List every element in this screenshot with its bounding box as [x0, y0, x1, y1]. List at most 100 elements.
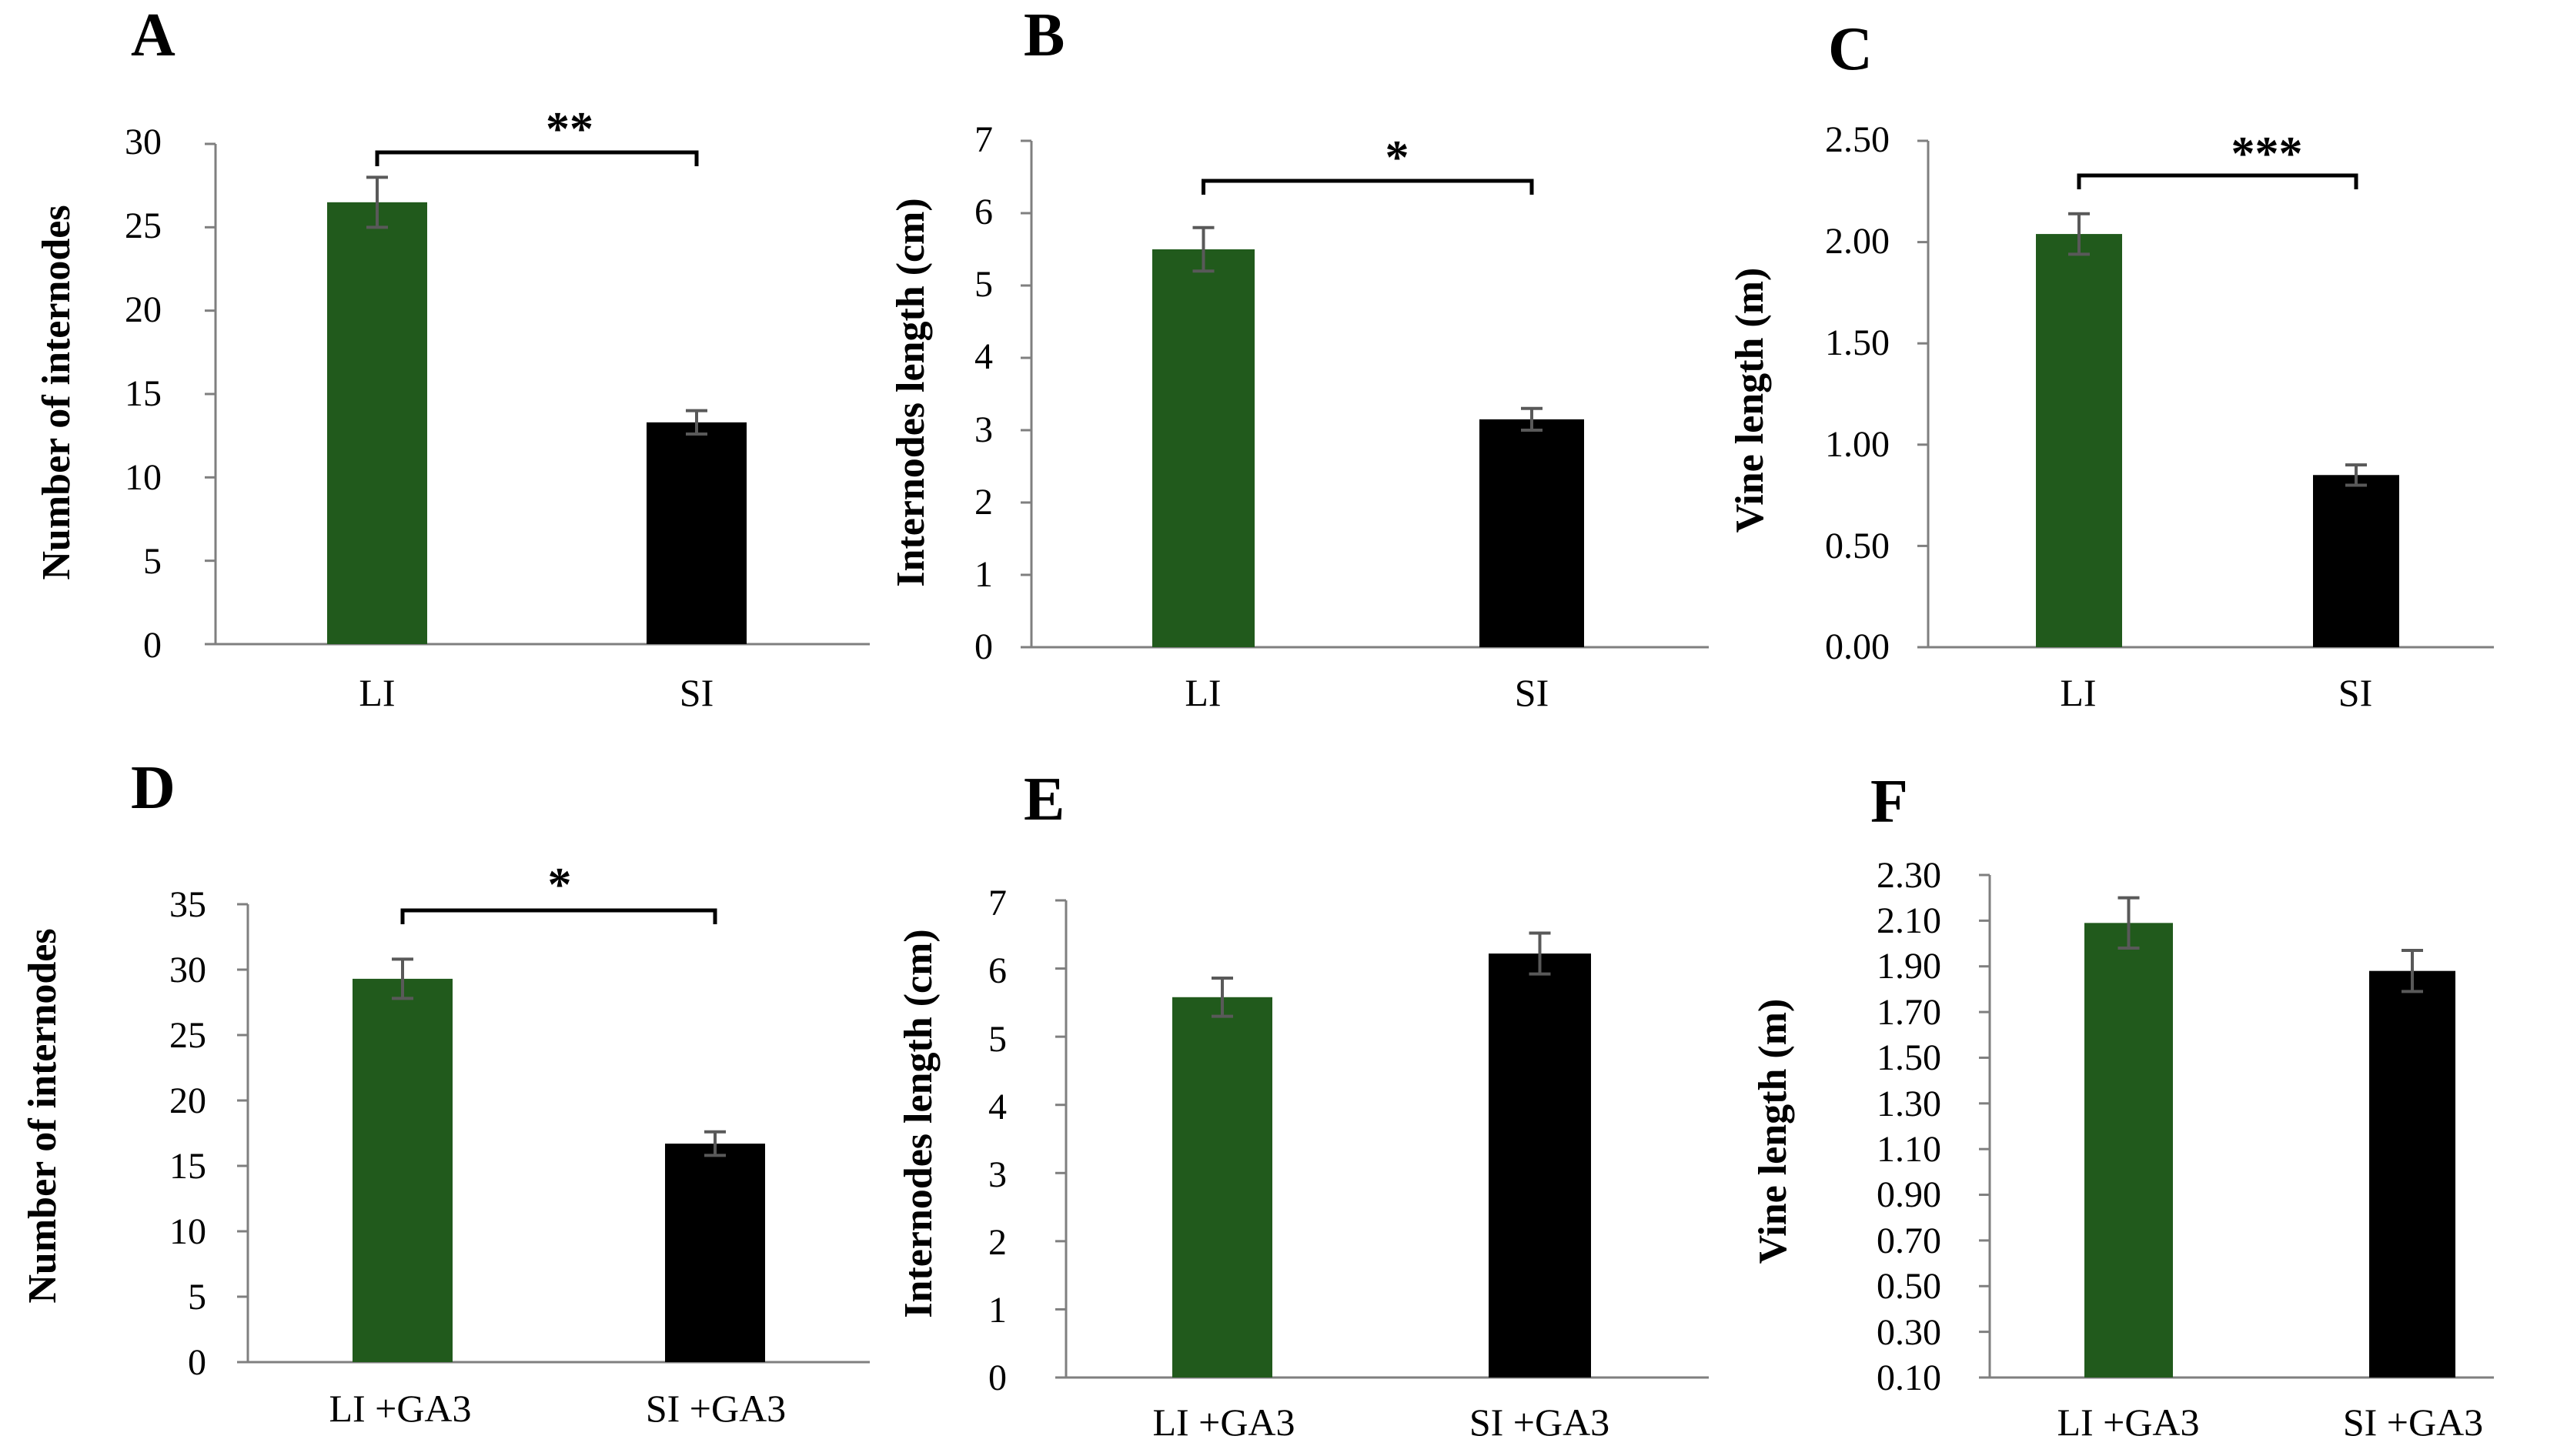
y-tick-label: 25 [169, 1015, 206, 1056]
y-tick-label: 1.70 [1877, 992, 1941, 1033]
y-tick-label: 5 [143, 541, 162, 582]
y-axis-title: Internodes length (cm) [889, 198, 933, 587]
significance-label: * [1385, 132, 1409, 184]
y-tick-label: 3 [988, 1154, 1007, 1195]
y-tick-label: 0.30 [1877, 1312, 1941, 1353]
y-tick-label: 10 [125, 457, 162, 498]
y-tick-label: 20 [169, 1080, 206, 1121]
y-tick-label: 6 [988, 950, 1007, 991]
y-tick-label: 4 [988, 1087, 1007, 1127]
significance-label: * [548, 859, 572, 911]
y-tick-label: 1.50 [1825, 322, 1890, 363]
y-tick-label: 0.50 [1825, 526, 1890, 566]
y-tick-label: 2 [974, 482, 993, 523]
y-tick-label: 2.50 [1825, 119, 1890, 160]
panel-letter: B [1024, 2, 1065, 69]
bar [1152, 249, 1255, 647]
y-tick-label: 6 [974, 192, 993, 232]
x-category-label: SI [680, 671, 714, 714]
y-tick-label: 15 [169, 1146, 206, 1187]
significance-label: ** [546, 103, 593, 155]
y-axis-title: Vine length (m) [1728, 268, 1772, 533]
y-tick-label: 1.90 [1877, 946, 1941, 987]
significance-bracket [375, 150, 699, 166]
bar [353, 978, 453, 1362]
y-tick-label: 3 [974, 409, 993, 450]
bar [2036, 234, 2122, 647]
y-tick-label: 0 [988, 1357, 1007, 1398]
x-category-label: SI [1515, 671, 1549, 714]
y-tick-label: 4 [974, 336, 993, 377]
y-tick-label: 0 [974, 626, 993, 667]
y-tick-label: 25 [125, 205, 162, 246]
x-category-label: LI [1185, 671, 1221, 714]
y-tick-label: 2 [988, 1222, 1007, 1263]
panel-b: B Internodes length (cm) 0 1 2 3 4 5 6 7… [889, 2, 1709, 714]
y-tick-label: 0.50 [1877, 1266, 1941, 1307]
panel-letter: A [131, 2, 175, 69]
bar [2313, 475, 2399, 647]
y-tick-label: 5 [988, 1019, 1007, 1060]
y-tick-label: 30 [125, 122, 162, 162]
bar [1489, 953, 1591, 1378]
panel-c: C Vine length (m) 0.00 0.50 1.00 1.50 2.… [1728, 15, 2494, 714]
y-tick-label: 2.30 [1877, 855, 1941, 896]
y-tick-label: 15 [125, 373, 162, 414]
y-tick-label: 1.30 [1877, 1084, 1941, 1124]
bar [665, 1144, 765, 1362]
significance-bracket [400, 908, 717, 924]
panel-e: E Internodes length (cm) 0 1 2 3 4 5 6 7… [897, 766, 1709, 1444]
y-tick-label: 10 [169, 1211, 206, 1252]
y-tick-label: 1 [988, 1290, 1007, 1331]
y-tick-label: 20 [125, 289, 162, 330]
panel-letter: D [131, 754, 175, 822]
y-tick-label: 5 [188, 1277, 206, 1317]
x-category-label: LI [2060, 671, 2096, 714]
y-tick-label: 7 [974, 119, 993, 160]
panel-a: A Number of internodes 0 5 10 15 20 25 3… [35, 2, 870, 714]
bar [2369, 970, 2455, 1378]
bar [2084, 923, 2173, 1378]
y-axis-title: Vine length (m) [1751, 999, 1795, 1264]
y-tick-label: 1.10 [1877, 1129, 1941, 1170]
y-tick-label: 2.10 [1877, 900, 1941, 941]
panel-letter: E [1024, 766, 1065, 833]
y-axis-title: Number of internodes [21, 928, 65, 1303]
bar [1479, 419, 1584, 647]
panel-letter: F [1870, 768, 1908, 836]
y-axis-title: Internodes length (cm) [897, 929, 941, 1318]
y-axis-title: Number of internodes [35, 205, 79, 579]
y-tick-label: 0.90 [1877, 1174, 1941, 1215]
y-tick-label: 0.70 [1877, 1221, 1941, 1261]
x-category-label: LI [359, 671, 395, 714]
y-tick-label: 0 [143, 625, 162, 666]
y-tick-label: 35 [169, 884, 206, 925]
y-tick-label: 30 [169, 950, 206, 990]
panel-d: D Number of internodes 0 5 10 15 20 25 3… [21, 754, 870, 1430]
bar [327, 202, 427, 644]
y-tick-label: 1 [974, 554, 993, 595]
significance-label: *** [2231, 128, 2303, 180]
y-tick-label: 7 [988, 883, 1007, 923]
x-category-label: SI +GA3 [1469, 1401, 1609, 1444]
x-category-label: SI [2338, 671, 2372, 714]
x-category-label: LI +GA3 [2057, 1401, 2199, 1444]
bar [647, 422, 747, 644]
y-tick-label: 5 [974, 264, 993, 305]
panel-f: F Vine length (m) 0.10 0.30 0.50 0.70 0.… [1751, 768, 2494, 1444]
y-tick-label: 0.00 [1825, 626, 1890, 667]
y-tick-label: 1.00 [1825, 424, 1890, 465]
significance-bracket [2077, 173, 2358, 189]
y-tick-label: 0 [188, 1342, 206, 1383]
y-tick-label: 1.50 [1877, 1037, 1941, 1078]
panel-letter: C [1828, 15, 1873, 83]
x-category-label: LI +GA3 [1152, 1401, 1295, 1444]
y-tick-label: 0.10 [1877, 1357, 1941, 1398]
x-category-label: SI +GA3 [2343, 1401, 2483, 1444]
y-tick-label: 2.00 [1825, 221, 1890, 262]
x-category-label: LI +GA3 [329, 1387, 471, 1430]
x-category-label: SI +GA3 [646, 1387, 786, 1430]
significance-bracket [1202, 179, 1534, 195]
bar [1172, 997, 1272, 1378]
